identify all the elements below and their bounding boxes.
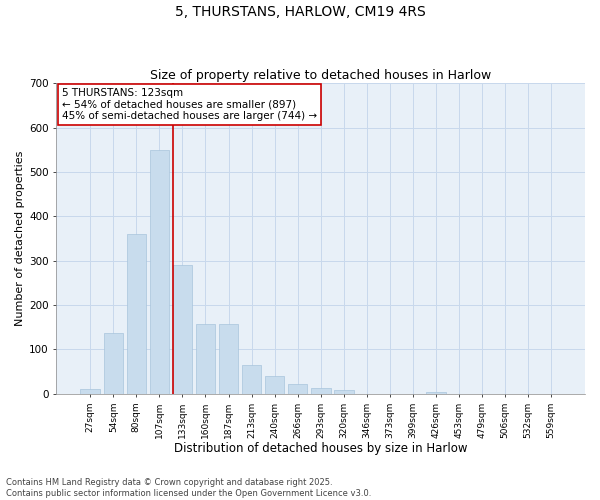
Bar <box>80 390 100 394</box>
Bar <box>334 390 353 394</box>
Bar <box>288 384 307 394</box>
Bar <box>265 376 284 394</box>
Text: 5 THURSTANS: 123sqm
← 54% of detached houses are smaller (897)
45% of semi-detac: 5 THURSTANS: 123sqm ← 54% of detached ho… <box>62 88 317 121</box>
Bar <box>311 388 331 394</box>
X-axis label: Distribution of detached houses by size in Harlow: Distribution of detached houses by size … <box>174 442 467 455</box>
Bar <box>196 324 215 394</box>
Text: 5, THURSTANS, HARLOW, CM19 4RS: 5, THURSTANS, HARLOW, CM19 4RS <box>175 5 425 19</box>
Bar <box>219 324 238 394</box>
Bar <box>104 333 123 394</box>
Title: Size of property relative to detached houses in Harlow: Size of property relative to detached ho… <box>150 69 491 82</box>
Bar <box>127 234 146 394</box>
Bar <box>173 265 192 394</box>
Y-axis label: Number of detached properties: Number of detached properties <box>15 151 25 326</box>
Bar <box>242 365 262 394</box>
Text: Contains HM Land Registry data © Crown copyright and database right 2025.
Contai: Contains HM Land Registry data © Crown c… <box>6 478 371 498</box>
Bar <box>426 392 446 394</box>
Bar <box>149 150 169 394</box>
